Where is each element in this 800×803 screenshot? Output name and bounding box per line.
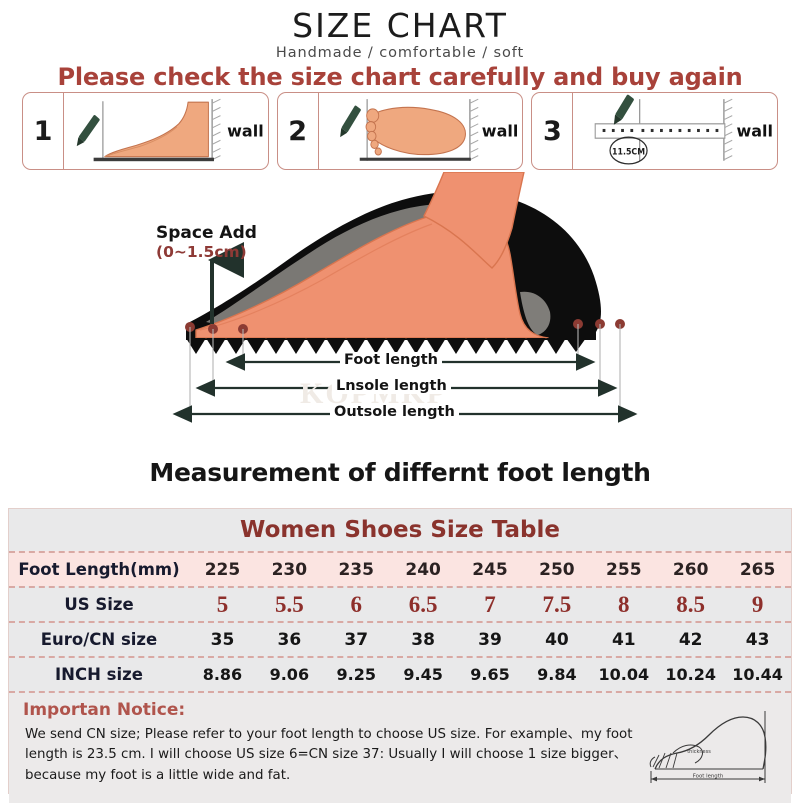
cell-inch-5: 9.84 xyxy=(537,665,577,684)
table-row-foot-length: Foot Length(mm) 225 230 235 240 245 250 … xyxy=(9,551,791,586)
cell-inch-7: 10.24 xyxy=(665,665,716,684)
notice-body: We send CN size; Please refer to your fo… xyxy=(25,727,633,783)
dimension-label-foot-length: Foot length xyxy=(340,352,442,368)
cell-foot-length-7: 260 xyxy=(672,559,709,580)
row-label-us-size: US Size xyxy=(64,595,134,614)
space-add-annotation: Space Add (0~1.5cm) xyxy=(156,223,356,262)
cell-us-size-2: 6 xyxy=(350,591,362,617)
cell-us-size-7: 8.5 xyxy=(676,591,706,617)
step-number-3: 3 xyxy=(532,93,574,169)
cell-euro-cn-3: 38 xyxy=(411,629,435,650)
notice-title: Importan Notice: xyxy=(23,700,186,720)
cell-euro-cn-7: 42 xyxy=(678,629,703,650)
page-title: SIZE CHART xyxy=(292,6,508,45)
cell-us-size-3: 6.5 xyxy=(408,591,438,617)
dimension-label-insole-length: Lnsole length xyxy=(332,378,451,394)
cell-us-size-8: 9 xyxy=(751,591,764,617)
step-number-1: 1 xyxy=(23,93,64,169)
step-illustration-top-foot xyxy=(319,93,523,169)
foot-shoe-illustration xyxy=(172,172,638,423)
table-row-inch-size: INCH size 8.86 9.06 9.25 9.45 9.65 9.84 … xyxy=(9,656,791,691)
cell-inch-3: 9.45 xyxy=(403,665,443,684)
cell-us-size-6: 8 xyxy=(618,591,630,617)
row-label-euro-cn-size: Euro/CN size xyxy=(40,630,158,649)
cell-euro-cn-4: 39 xyxy=(478,629,502,650)
cell-euro-cn-5: 40 xyxy=(545,629,569,650)
cell-foot-length-6: 255 xyxy=(606,559,642,580)
measure-steps: 1 xyxy=(22,92,779,170)
wall-label-3: wall xyxy=(736,121,774,141)
step-box-2: 2 xyxy=(276,92,524,170)
cell-us-size-0: 5 xyxy=(216,591,229,617)
size-table-title: Women Shoes Size Table xyxy=(240,517,560,543)
cell-inch-2: 9.25 xyxy=(336,665,376,684)
cell-foot-length-1: 230 xyxy=(271,559,308,580)
cell-us-size-5: 7.5 xyxy=(542,591,572,617)
row-label-inch-size: INCH size xyxy=(55,665,143,684)
table-row-euro-cn-size: Euro/CN size 35 36 37 38 39 40 41 42 43 xyxy=(9,621,791,656)
cell-foot-length-4: 245 xyxy=(472,559,508,580)
step-box-3: 3 xyxy=(531,92,779,170)
space-add-title: Space Add xyxy=(156,223,257,243)
notice-sketch-foot-length-label: Foot length xyxy=(693,774,724,780)
header: SIZE CHART Handmade / comfortable / soft… xyxy=(0,0,800,91)
step-number-2: 2 xyxy=(278,93,319,169)
space-add-range: (0~1.5cm) xyxy=(156,243,247,262)
diagram-caption: Measurement of differnt foot length xyxy=(149,458,651,487)
dimension-label-outsole-length: Outsole length xyxy=(330,404,459,420)
cell-euro-cn-1: 36 xyxy=(277,629,302,650)
cell-us-size-4: 7 xyxy=(484,591,496,617)
step-illustration-side-foot xyxy=(64,93,268,169)
cell-euro-cn-0: 35 xyxy=(210,629,235,650)
cell-us-size-1: 5.5 xyxy=(274,591,304,617)
wall-label-1: wall xyxy=(227,121,264,141)
important-notice: Importan Notice: We send CN size; Please… xyxy=(9,691,791,803)
cell-foot-length-3: 240 xyxy=(405,559,441,580)
cell-foot-length-5: 250 xyxy=(539,559,575,580)
page-subtitle: Handmade / comfortable / soft xyxy=(275,45,525,61)
notice-sketch-thickness-label: thickness xyxy=(687,749,711,755)
cell-euro-cn-2: 37 xyxy=(344,629,369,650)
cell-inch-0: 8.86 xyxy=(202,665,243,684)
table-row-us-size: US Size 5 5.5 6 6.5 7 7.5 8 8.5 9 xyxy=(9,586,791,621)
cell-foot-length-0: 225 xyxy=(204,559,241,580)
warning-banner: Please check the size chart carefully an… xyxy=(57,63,743,91)
step-illustration-ruler: 11.5CM xyxy=(573,93,777,169)
cell-inch-1: 9.06 xyxy=(269,665,310,684)
notice-foot-sketch: thickness Foot length xyxy=(637,697,787,797)
cell-euro-cn-8: 43 xyxy=(745,629,770,650)
size-table-panel: Women Shoes Size Table Foot Length(mm) 2… xyxy=(8,508,792,803)
step-box-1: 1 xyxy=(22,92,269,170)
cell-inch-4: 9.65 xyxy=(470,665,510,684)
cell-inch-6: 10.04 xyxy=(598,665,650,684)
svg-text:11.5CM: 11.5CM xyxy=(612,146,645,157)
cell-inch-8: 10.44 xyxy=(732,665,783,684)
cell-foot-length-8: 265 xyxy=(739,559,776,580)
cell-foot-length-2: 235 xyxy=(338,559,374,580)
row-label-foot-length: Foot Length(mm) xyxy=(18,560,180,579)
cell-euro-cn-6: 41 xyxy=(611,629,636,650)
foot-measurement-diagram: KOPMKP Space Add (0~1.5cm) Foot length L… xyxy=(0,172,800,462)
wall-label-2: wall xyxy=(481,121,519,141)
